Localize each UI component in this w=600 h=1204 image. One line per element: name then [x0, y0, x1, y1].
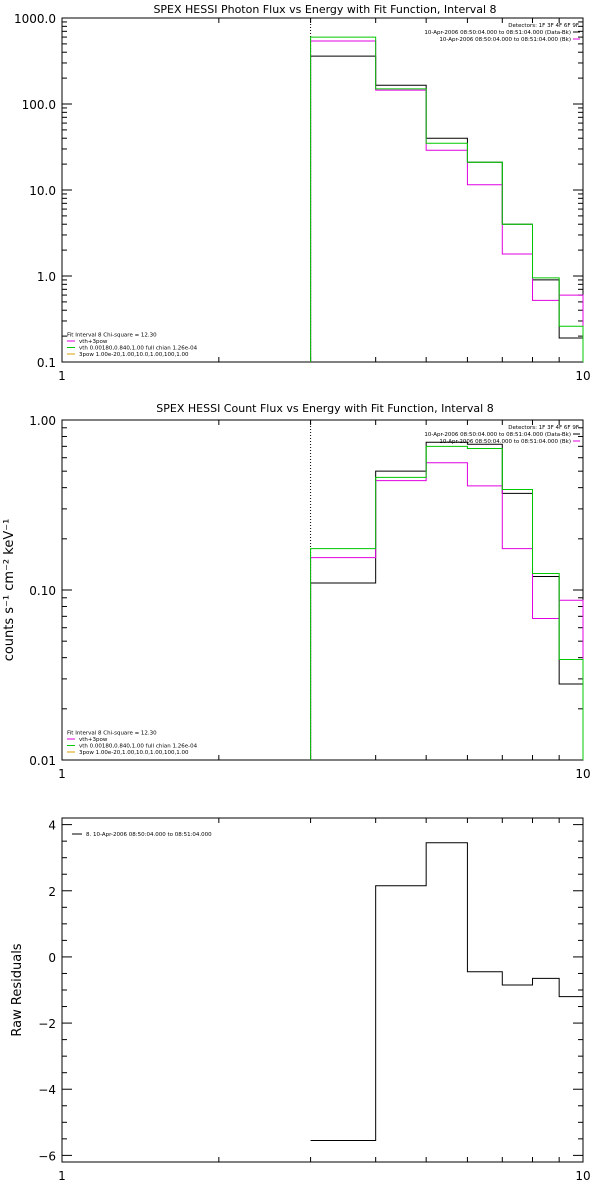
y-tick-label: −4: [38, 1083, 56, 1097]
legend-entry: vth 0.00180,0.840,1.00 full chian 1.26e-…: [79, 744, 198, 750]
plot-frame: [61, 817, 584, 1163]
legend-entry: 3pow 1.00e-20,1.00,10.0,1.00,100,1.00: [79, 352, 189, 358]
y-tick-label: 1000.0: [14, 12, 56, 26]
y-tick-label: −6: [38, 1149, 56, 1163]
legend-entry: vth 0.00180,0.840,1.00 full chian 1.26e-…: [79, 346, 198, 352]
legend-entry: Fit Interval 8 Chi-square = 12.30: [67, 731, 157, 737]
background-series: [310, 40, 584, 362]
count-flux-title: SPEX HESSI Count Flux vs Energy with Fit…: [156, 402, 493, 415]
legend-entry: Detectors: 1F 3F 4F 6F 9F: [508, 23, 579, 29]
legend-entry: vth+3pow: [79, 737, 108, 743]
residuals-y-axis-label: Raw Residuals: [10, 943, 25, 1036]
legend-entry: Detectors: 1F 3F 4F 6F 9F: [508, 425, 579, 431]
residuals-panel: Raw Residuals 1 10 −6 −4 −2 0 2 4 8. 10-Apr-2006…: [10, 817, 591, 1183]
plot-frame: [61, 419, 584, 761]
legend-entry: 3pow 1.00e-20,1.00,10.0,1.00,100,1.00: [79, 750, 189, 756]
count-flux-panel: SPEX HESSI Count Flux vs Energy with Fit…: [2, 402, 591, 781]
y-tick-label: 0: [48, 951, 56, 965]
legend-entry: 10-Apr-2006 08:50:04.000 to 08:51:04.000…: [424, 432, 571, 438]
plot-frame: [61, 17, 584, 363]
count-flux-y-axis-label: counts s⁻¹ cm⁻² keV⁻¹: [2, 519, 17, 662]
y-tick-label: 4: [48, 819, 56, 833]
photon-flux-panel: SPEX HESSI Photon Flux vs Energy with Fi…: [14, 3, 591, 383]
legend-entry: Fit Interval 8 Chi-square = 12.30: [67, 333, 157, 339]
fit-model-series: [310, 36, 584, 362]
data-minus-background-series: [310, 441, 584, 760]
y-tick-label: 100.0: [22, 98, 56, 112]
legend-entry: 10-Apr-2006 08:50:04.000 to 08:51:04.000…: [439, 37, 571, 43]
y-tick-label: 0.10: [29, 584, 56, 598]
data-minus-background-series: [310, 55, 584, 362]
x-tick-label: 10: [575, 369, 590, 383]
legend-entry: 8. 10-Apr-2006 08:50:04.000 to 08:51:04.…: [86, 832, 212, 838]
x-tick-label: 1: [58, 1169, 66, 1183]
background-series: [310, 462, 584, 760]
legend-entry: 10-Apr-2006 08:50:04.000 to 08:51:04.000…: [439, 439, 571, 445]
x-tick-label: 1: [58, 767, 66, 781]
y-tick-label: 1.00: [29, 414, 56, 428]
x-tick-label: 10: [575, 1169, 590, 1183]
x-tick-label: 1: [58, 369, 66, 383]
y-tick-label: −2: [38, 1017, 56, 1031]
y-tick-label: 10.0: [29, 184, 56, 198]
legend-entry: 10-Apr-2006 08:50:04.000 to 08:51:04.000…: [424, 30, 571, 36]
y-tick-label: 0.01: [29, 754, 56, 768]
photon-flux-title: SPEX HESSI Photon Flux vs Energy with Fi…: [153, 3, 496, 16]
x-tick-label: 10: [575, 767, 590, 781]
fit-model-series: [310, 445, 584, 760]
legend-entry: vth+3pow: [79, 339, 108, 345]
residual-series: [310, 842, 583, 1141]
y-tick-label: 0.1: [37, 356, 56, 370]
y-tick-label: 1.0: [37, 270, 56, 284]
y-tick-label: 2: [48, 885, 56, 899]
